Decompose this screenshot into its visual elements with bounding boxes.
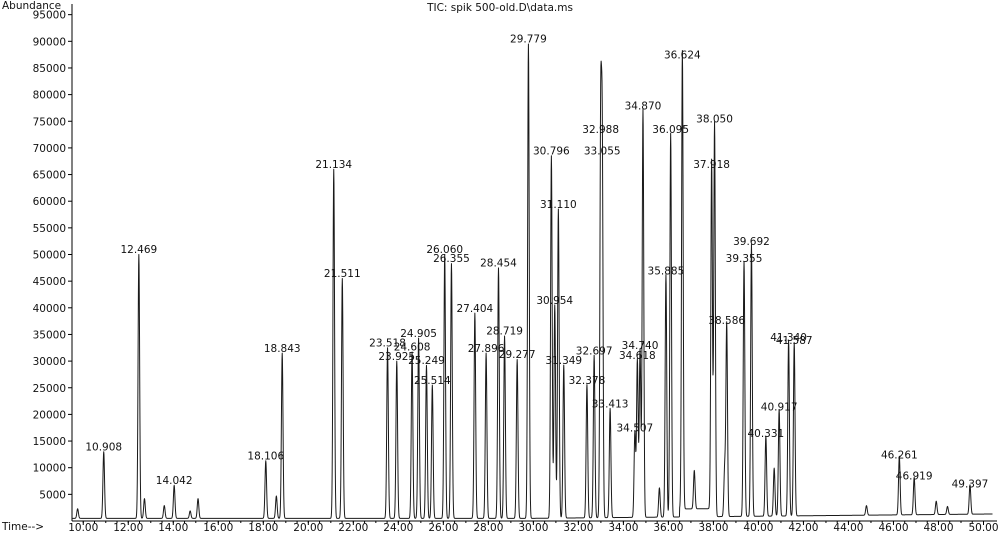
y-tick-label: 5000 — [39, 489, 66, 501]
peak-label: 35.885 — [648, 265, 685, 277]
peak-label: 28.454 — [480, 257, 517, 269]
y-tick-label: 70000 — [33, 143, 66, 155]
peak-label: 24.608 — [394, 342, 431, 354]
peak-label: 39.355 — [726, 253, 763, 265]
x-tick-label: 20.00 — [293, 522, 323, 534]
peak-label: 40.331 — [747, 428, 784, 440]
x-tick-label: 28.00 — [473, 522, 503, 534]
peak-label: 34.870 — [625, 100, 662, 112]
peak-label: 29.277 — [499, 349, 536, 361]
peak-label: 46.919 — [896, 471, 933, 483]
peak-label: 37.918 — [693, 159, 730, 171]
peak-label: 31.349 — [545, 355, 582, 367]
peak-label: 26.060 — [426, 244, 463, 256]
peak-label: 41.340 — [770, 332, 807, 344]
x-tick-label: 34.00 — [608, 522, 638, 534]
x-tick-label: 44.00 — [833, 522, 863, 534]
y-tick-label: 20000 — [33, 409, 66, 421]
y-tick-label: 55000 — [33, 223, 66, 235]
x-tick-label: 50.00 — [968, 522, 998, 534]
x-tick-label: 14.00 — [158, 522, 188, 534]
tic-trace-line — [71, 43, 993, 519]
peak-label: 49.397 — [952, 479, 989, 491]
peak-label: 18.843 — [264, 343, 301, 355]
y-tick-label: 50000 — [33, 250, 66, 262]
peak-label: 36.624 — [664, 50, 701, 62]
y-tick-label: 40000 — [33, 303, 66, 315]
y-tick-label: 10000 — [33, 463, 66, 475]
peak-label: 12.469 — [120, 244, 157, 256]
peak-label: 38.050 — [696, 114, 733, 126]
peak-label: 41.587 — [776, 335, 813, 347]
x-tick-label: 12.00 — [113, 522, 143, 534]
y-tick-label: 45000 — [33, 276, 66, 288]
x-tick-label: 16.00 — [203, 522, 233, 534]
x-tick-label: 24.00 — [383, 522, 413, 534]
peak-label: 23.518 — [369, 337, 406, 349]
y-tick-label: 15000 — [33, 436, 66, 448]
chart-title: TIC: spik 500-old.D\data.ms — [426, 2, 573, 14]
peak-label: 14.042 — [156, 475, 193, 487]
x-tick-label: 18.00 — [248, 522, 278, 534]
y-axis-ticks: 5000 10000 15000 20000 25000 30000 35000 40000 4… — [33, 10, 72, 501]
x-tick-label: 48.00 — [923, 522, 953, 534]
y-tick-label: 80000 — [33, 90, 66, 102]
peak-label: 33.413 — [592, 399, 629, 411]
y-tick-label: 35000 — [33, 329, 66, 341]
peak-label: 32.378 — [569, 375, 606, 387]
peak-label: 23.925 — [378, 351, 415, 363]
peak-label: 21.134 — [315, 159, 352, 171]
peak-label: 18.106 — [247, 450, 284, 462]
x-tick-label: 32.00 — [563, 522, 593, 534]
peak-label: 24.905 — [400, 328, 437, 340]
x-tick-label: 42.00 — [788, 522, 818, 534]
y-tick-label: 65000 — [33, 170, 66, 182]
y-tick-label: 75000 — [33, 116, 66, 128]
x-tick-label: 10.00 — [68, 522, 98, 534]
x-tick-label: 40.00 — [743, 522, 773, 534]
y-tick-label: 60000 — [33, 196, 66, 208]
peak-label: 40.917 — [761, 401, 798, 413]
peak-label: 38.586 — [708, 315, 745, 327]
peak-label: 25.514 — [414, 375, 451, 387]
peak-label: 34.740 — [622, 340, 659, 352]
peak-label: 21.511 — [324, 268, 361, 280]
peak-label: 29.779 — [510, 34, 547, 46]
peak-label: 27.404 — [456, 303, 493, 315]
peak-label: 25.249 — [408, 355, 445, 367]
peak-label: 31.110 — [540, 199, 577, 211]
peak-label: 34.507 — [617, 423, 654, 435]
peak-label: 33.055 — [584, 146, 621, 158]
y-tick-label: 25000 — [33, 383, 66, 395]
y-tick-label: 30000 — [33, 356, 66, 368]
peak-label: 39.692 — [733, 236, 770, 248]
peak-label: 28.719 — [486, 326, 523, 338]
y-tick-label: 85000 — [33, 63, 66, 75]
peak-label: 46.261 — [881, 449, 918, 461]
y-tick-label: 95000 — [33, 10, 66, 22]
x-tick-label: 22.00 — [338, 522, 368, 534]
x-tick-label: 36.00 — [653, 522, 683, 534]
x-tick-label: 38.00 — [698, 522, 728, 534]
peak-label: 30.954 — [536, 295, 573, 307]
y-axis-label: Abundance — [2, 0, 61, 12]
y-tick-label: 90000 — [33, 36, 66, 48]
peak-label: 32.697 — [576, 345, 613, 357]
peak-label: 32.988 — [582, 124, 619, 136]
x-tick-label: 46.00 — [878, 522, 908, 534]
peak-label: 26.355 — [433, 253, 470, 265]
peak-label: 10.908 — [85, 441, 122, 453]
x-tick-label: 30.00 — [518, 522, 548, 534]
peak-label: 36.095 — [652, 124, 689, 136]
peak-labels: 10.908 12.469 14.042 18.106 18.843 21.134 21.5… — [85, 34, 988, 491]
peak-label: 27.896 — [468, 343, 505, 355]
peak-label: 30.796 — [533, 146, 570, 158]
x-axis-ticks: 10.00 12.00 14.00 16.00 18.00 20.00 22.00 24.00… — [68, 521, 999, 534]
peak-label: 34.618 — [619, 350, 656, 362]
x-axis-label: Time--> — [1, 521, 44, 533]
x-tick-label: 26.00 — [428, 522, 458, 534]
